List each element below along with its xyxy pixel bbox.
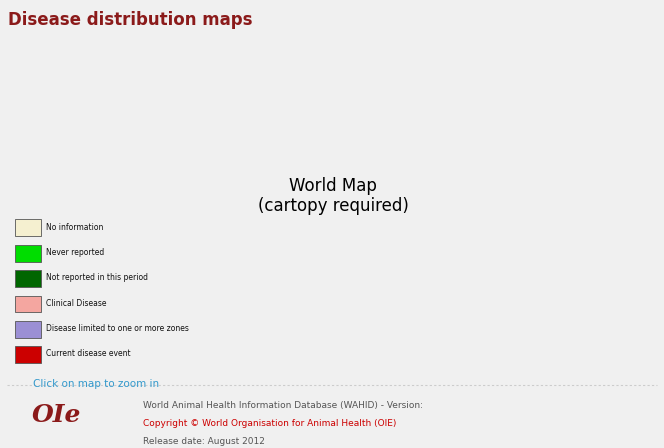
Text: Not reported in this period: Not reported in this period (46, 273, 147, 282)
FancyBboxPatch shape (15, 346, 41, 363)
FancyBboxPatch shape (15, 220, 41, 236)
Text: No information: No information (46, 223, 103, 232)
Text: World Animal Health Information Database (WAHID) - Version:: World Animal Health Information Database… (143, 401, 423, 410)
FancyBboxPatch shape (15, 245, 41, 262)
Text: World Map
(cartopy required): World Map (cartopy required) (258, 177, 409, 215)
Text: Disease limited to one or more zones: Disease limited to one or more zones (46, 324, 189, 333)
Text: Click on map to zoom in: Click on map to zoom in (33, 379, 159, 388)
FancyBboxPatch shape (15, 321, 41, 338)
Text: Release date: August 2012: Release date: August 2012 (143, 437, 265, 446)
Text: Copyright © World Organisation for Animal Health (OIE): Copyright © World Organisation for Anima… (143, 419, 396, 428)
Text: Never reported: Never reported (46, 248, 104, 257)
Text: OIe: OIe (32, 403, 81, 427)
FancyBboxPatch shape (15, 296, 41, 312)
Text: Current disease event: Current disease event (46, 349, 130, 358)
Text: Disease distribution maps: Disease distribution maps (8, 11, 252, 29)
FancyBboxPatch shape (15, 270, 41, 287)
Text: Clinical Disease: Clinical Disease (46, 299, 106, 308)
